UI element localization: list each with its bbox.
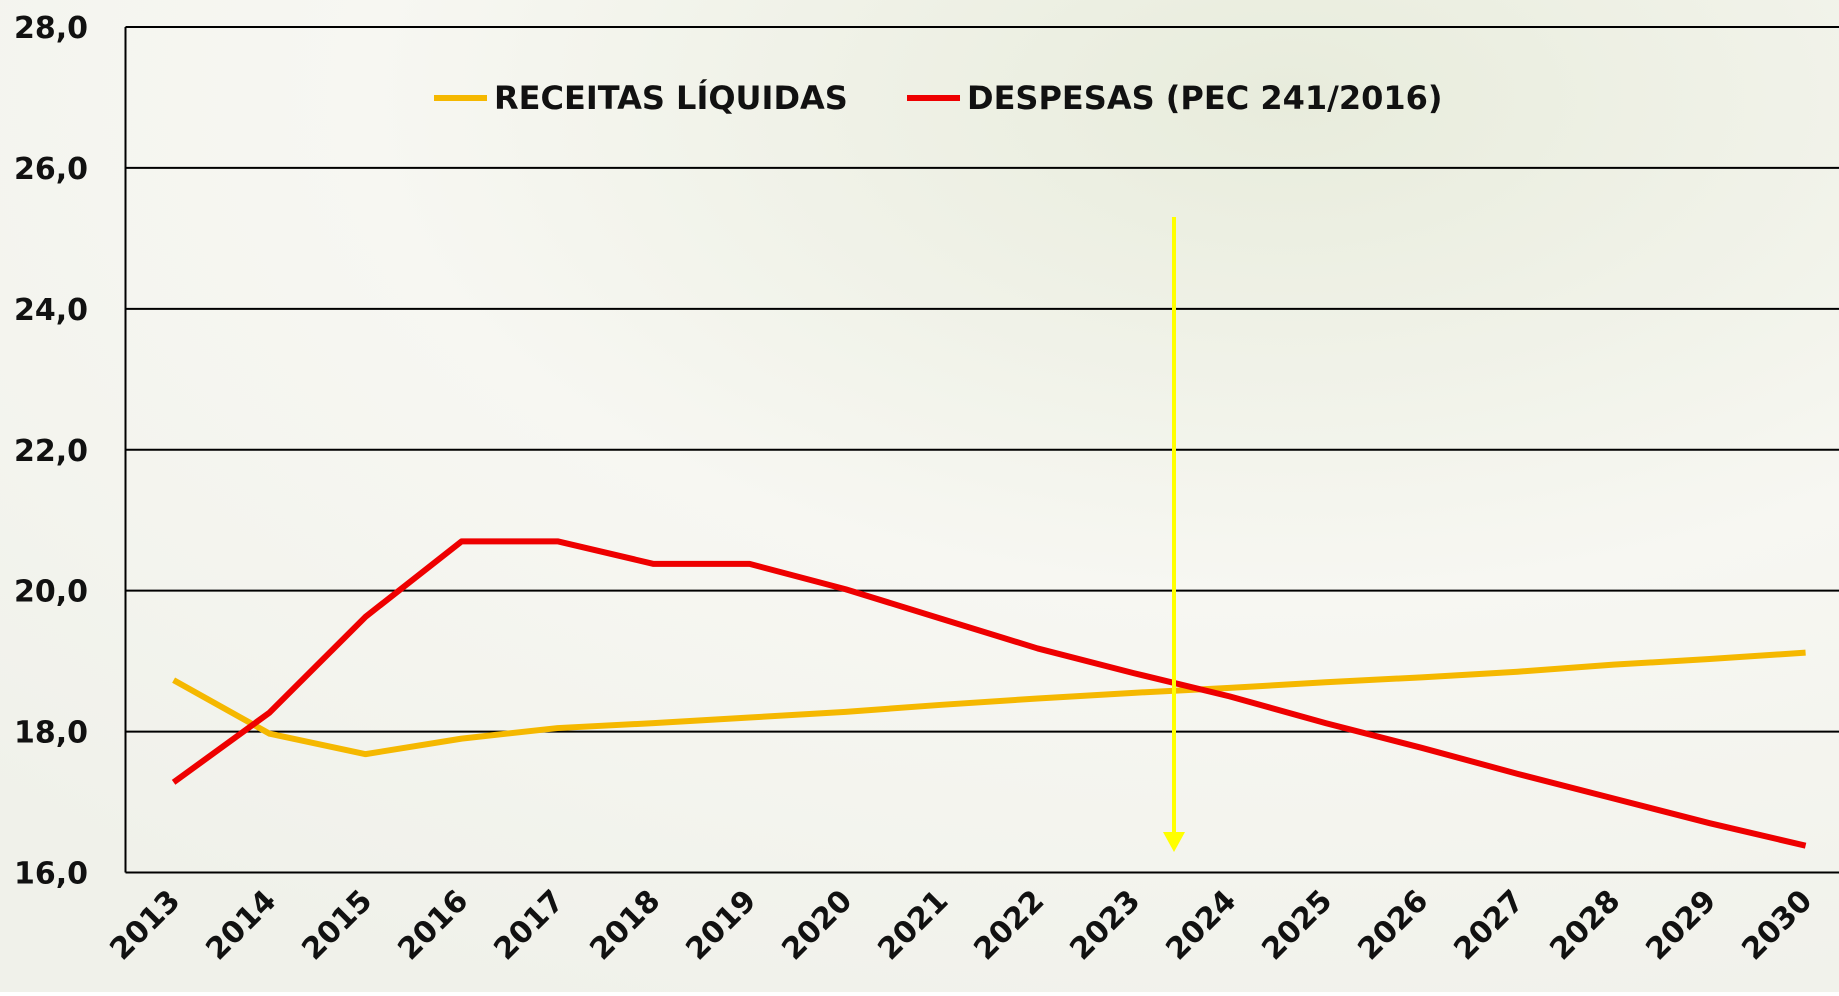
y-tick-label: 24,0 — [14, 293, 88, 328]
series-line — [172, 649, 1806, 758]
legend-label: DESPESAS (PEC 241/2016) — [967, 79, 1443, 117]
annotation-arrowhead — [1163, 832, 1185, 852]
series-line — [171, 538, 1807, 849]
y-tick-label: 28,0 — [14, 11, 88, 46]
legend-label: RECEITAS LÍQUIDAS — [494, 79, 848, 117]
y-tick-label: 16,0 — [14, 857, 88, 892]
y-tick-label: 18,0 — [14, 716, 88, 751]
y-tick-label: 22,0 — [14, 434, 88, 469]
y-tick-label: 20,0 — [14, 575, 88, 610]
y-tick-label: 26,0 — [14, 152, 88, 187]
